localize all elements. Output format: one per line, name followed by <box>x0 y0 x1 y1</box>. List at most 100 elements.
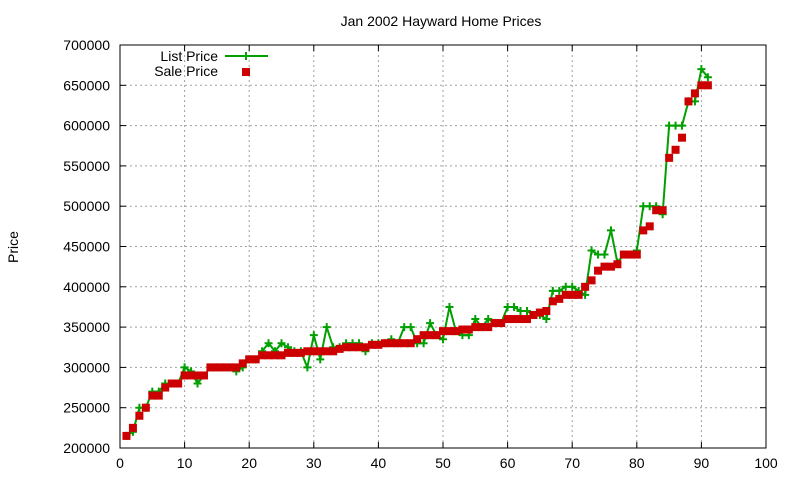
sale-price-point <box>154 391 163 400</box>
axis-ticks: 0 10 20 30 40 50 60 70 80 90 100 200000 250000 300000… <box>63 37 778 471</box>
list-price-point <box>406 323 415 332</box>
list-price-point <box>264 339 273 348</box>
sale-price-point <box>606 262 615 271</box>
y-tick-label: 500000 <box>63 198 110 214</box>
x-tick-label: 80 <box>629 455 645 471</box>
sale-price-point <box>271 351 280 360</box>
sale-price-point <box>413 335 422 344</box>
sale-price-point <box>128 423 137 432</box>
list-price-point <box>322 323 331 332</box>
list-price-point <box>303 363 312 372</box>
list-price-point <box>445 302 454 311</box>
legend-marker-sale-price <box>242 68 250 76</box>
y-tick-label: 450000 <box>63 239 110 255</box>
sale-price-point <box>639 226 648 235</box>
x-tick-label: 70 <box>564 455 580 471</box>
sale-price-point <box>652 206 661 215</box>
legend-marker-list-price <box>242 52 250 60</box>
y-tick-label: 550000 <box>63 158 110 174</box>
sale-price-point <box>199 371 208 380</box>
legend-label-list-price: List Price <box>160 48 218 64</box>
y-tick-label: 350000 <box>63 319 110 335</box>
x-tick-label: 10 <box>177 455 193 471</box>
sale-price-point <box>503 315 512 324</box>
sale-price-point <box>613 260 622 269</box>
x-tick-label: 50 <box>435 455 451 471</box>
sale-price-point <box>387 339 396 348</box>
list-price-point <box>180 363 189 372</box>
sale-price-point <box>122 431 131 440</box>
list-price-point <box>600 250 609 259</box>
sale-price-point <box>665 153 674 162</box>
sale-price-point <box>439 327 447 336</box>
sale-price-point <box>367 340 376 349</box>
sale-price-point <box>374 340 383 349</box>
sale-price-point <box>303 347 312 356</box>
y-tick-label: 400000 <box>63 279 110 295</box>
sale-price-point <box>251 355 260 364</box>
sale-price-point <box>161 383 170 392</box>
sale-price-point <box>568 290 577 299</box>
sale-price-point <box>484 323 493 332</box>
sale-price-point <box>206 363 215 372</box>
sale-price-point <box>555 294 564 303</box>
sale-price-point <box>645 222 654 231</box>
sale-price-point <box>232 363 241 372</box>
sale-price-point <box>678 133 687 142</box>
sale-price-point <box>626 250 635 259</box>
sale-price-point <box>167 379 176 388</box>
sale-price-point <box>148 391 157 400</box>
sale-price-point <box>658 206 667 215</box>
list-price-point <box>703 73 712 82</box>
list-price-point <box>484 315 493 324</box>
sale-price-point <box>542 306 551 315</box>
list-price-point <box>522 306 531 315</box>
sale-price-point <box>277 351 286 360</box>
sale-price-point <box>296 348 305 357</box>
sale-price-point <box>329 347 338 356</box>
list-price-point <box>568 282 577 291</box>
sale-price-point <box>335 344 344 353</box>
sale-price-point <box>529 311 538 320</box>
list-price-point <box>277 339 286 348</box>
sale-price-point <box>600 262 609 271</box>
sale-price-point <box>451 327 460 336</box>
sale-price-point <box>225 363 234 372</box>
series-layer <box>122 65 712 440</box>
x-tick-label: 100 <box>754 455 778 471</box>
list-price-point <box>316 355 325 364</box>
sale-price-point <box>406 339 415 348</box>
x-tick-label: 20 <box>241 455 257 471</box>
sale-price-point <box>471 323 480 332</box>
sale-price-point <box>690 89 699 98</box>
sale-price-point <box>348 343 357 352</box>
sale-price-point <box>684 97 693 106</box>
sale-price-point <box>522 315 531 324</box>
sale-price-point <box>322 347 331 356</box>
sale-price-point <box>316 347 325 356</box>
sale-price-point <box>432 331 441 340</box>
list-price-point <box>678 121 687 130</box>
legend-label-sale-price: Sale Price <box>154 63 218 79</box>
sale-price-point <box>594 266 603 275</box>
sale-price-point <box>510 315 519 324</box>
y-tick-label: 300000 <box>63 359 110 375</box>
sale-price-point <box>574 290 583 299</box>
sale-price-point <box>697 81 706 90</box>
sale-price-point <box>632 250 641 259</box>
sale-price-point <box>426 331 435 340</box>
sale-price-point <box>581 282 590 291</box>
list-price-point <box>439 335 447 344</box>
sale-price-point <box>212 363 221 372</box>
sale-price-point <box>141 403 150 412</box>
sale-price-point <box>561 290 570 299</box>
x-tick-label: 90 <box>694 455 710 471</box>
sale-price-point <box>619 250 628 259</box>
y-tick-label: 650000 <box>63 77 110 93</box>
sale-price-point <box>477 323 486 332</box>
list-price-point <box>606 226 615 235</box>
list-price-point <box>419 339 428 348</box>
list-price-point <box>309 331 318 340</box>
list-price-point <box>555 286 564 295</box>
sale-price-point <box>419 331 428 340</box>
